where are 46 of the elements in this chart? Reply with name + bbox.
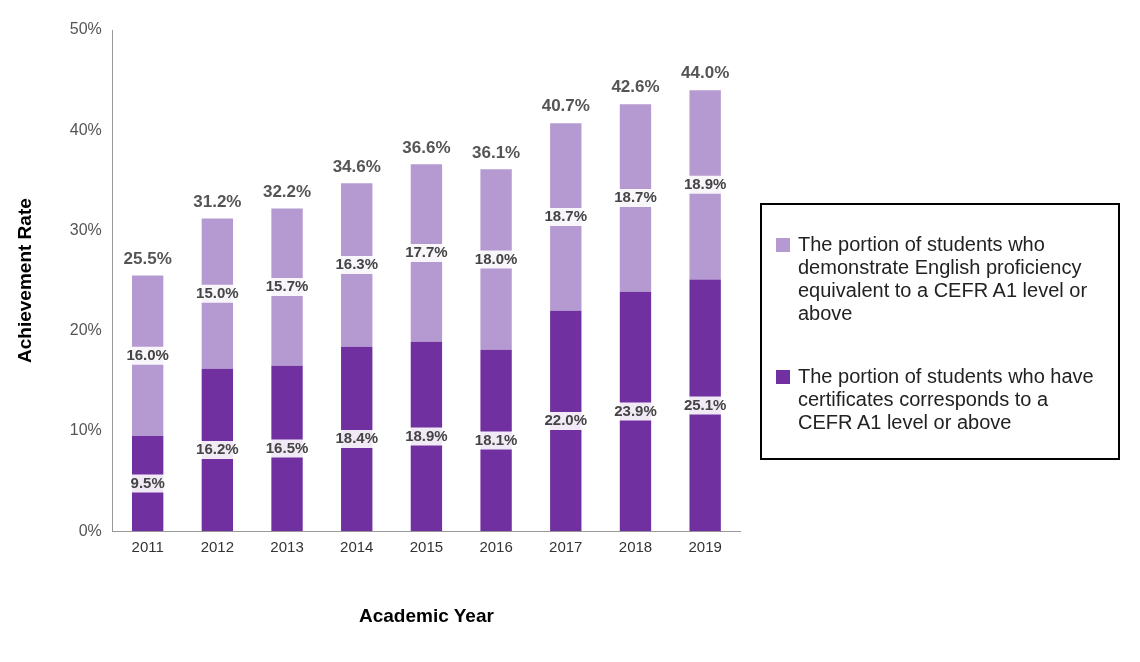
y-tick-label: 50% — [69, 20, 102, 38]
data-label: 16.3% — [335, 255, 378, 273]
total-label: 36.1% — [472, 142, 521, 162]
x-tick-label: 2013 — [270, 538, 304, 556]
data-label: 18.9% — [405, 426, 448, 444]
data-label: 16.5% — [265, 438, 309, 456]
data-label: 18.7% — [614, 188, 657, 206]
x-tick-label: 2011 — [131, 538, 164, 556]
total-label: 44.0% — [681, 63, 730, 83]
data-label: 22.0% — [544, 411, 588, 429]
data-label: 18.9% — [683, 175, 727, 193]
data-label: 17.7% — [405, 243, 448, 261]
data-label: 9.5% — [130, 473, 165, 491]
y-tick-label: 40% — [69, 120, 102, 138]
data-label: 18.1% — [474, 430, 518, 448]
x-tick-label: 2018 — [618, 538, 653, 556]
y-tick-label: 0% — [78, 521, 102, 539]
total-label: 34.6% — [332, 156, 381, 176]
y-tick-label: 30% — [69, 220, 102, 238]
y-axis-title: Achievement Rate — [13, 198, 35, 363]
data-label: 18.4% — [335, 429, 378, 447]
x-tick-label: 2016 — [479, 538, 513, 556]
total-label: 25.5% — [123, 248, 172, 268]
legend-label: The portion of students who have certificates corresponds to a CEFR A1 level or above — [798, 364, 1095, 434]
y-tick-label: 10% — [69, 421, 102, 439]
data-label: 15.0% — [196, 283, 239, 301]
x-tick-label: 2017 — [549, 538, 583, 556]
data-label: 23.9% — [614, 401, 657, 419]
y-tick-label: 20% — [69, 321, 102, 339]
x-tick-label: 2012 — [200, 538, 235, 556]
legend-label: The portion of students who demonstrate English proficiency equivalent to a CEFR A1 level or above — [798, 232, 1089, 325]
data-label: 18.7% — [544, 207, 588, 225]
data-label: 25.1% — [683, 395, 727, 413]
total-label: 32.2% — [262, 181, 312, 201]
data-label: 16.2% — [196, 440, 239, 458]
x-axis-title: Academic Year — [358, 604, 495, 626]
total-label: 31.2% — [193, 191, 242, 211]
data-label: 15.7% — [265, 277, 309, 295]
total-label: 42.6% — [611, 77, 660, 97]
data-label: 16.0% — [126, 345, 169, 363]
total-label: 40.7% — [541, 96, 590, 116]
total-label: 36.6% — [402, 137, 451, 157]
x-tick-label: 2015 — [409, 538, 444, 556]
data-label: 18.0% — [474, 249, 518, 267]
x-tick-label: 2019 — [688, 538, 722, 556]
x-tick-label: 2014 — [340, 538, 374, 556]
